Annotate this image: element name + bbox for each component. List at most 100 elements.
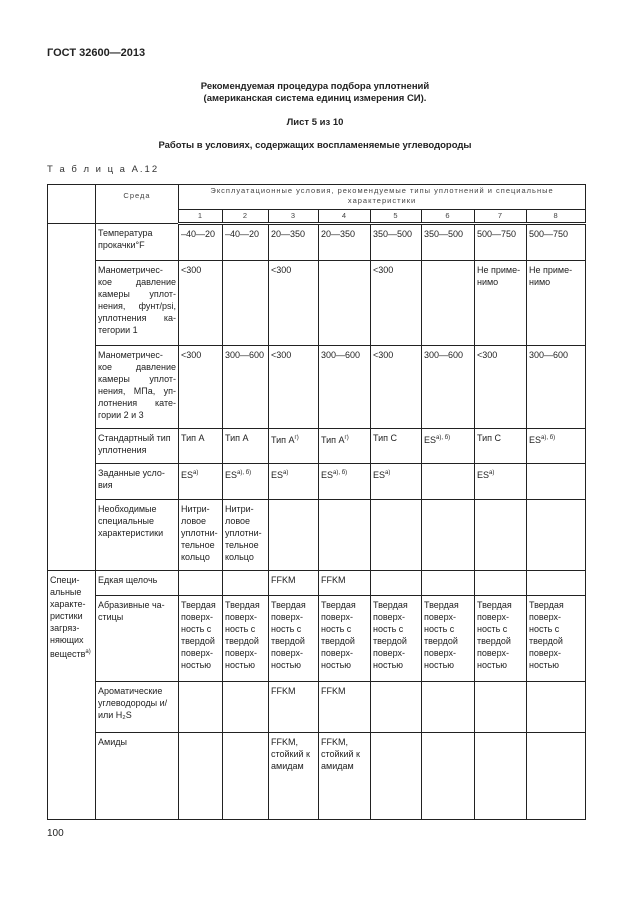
column-number: 3 [268,209,319,225]
table-cell: <300 [178,345,223,429]
table-cell [421,681,475,733]
medium-header: Среда [95,184,179,224]
row-label: Манометричес-кое давление камеры уплот-н… [95,260,179,346]
row-label: Амиды [95,732,179,820]
table-cell: Не приме-нимо [474,260,527,346]
table-cell: 300—600 [525,345,587,429]
table-row: Манометричес-кое давление камеры уплот-н… [48,260,587,346]
table-cell [222,732,269,820]
row-label: Абразивные ча-стицы [95,595,179,682]
table-cell: FFKM [318,570,371,596]
row-label: Стандартный тип уплотнения [95,428,179,464]
table-cell [421,570,475,596]
column-number: 4 [318,209,371,225]
table-cell: –40—20 [222,223,269,261]
column-number: 8 [525,209,587,225]
table-cell [268,499,319,571]
table-cell [178,681,223,733]
table-cell: FFKM [318,681,371,733]
table-cell: ESа) [370,463,422,500]
table-cell: ESа) [268,463,319,500]
table-row: Амиды FFKM, стойкий к амидам FFKM, стойкий… [48,732,587,820]
table-cell: <300 [370,260,422,346]
table-cell [474,732,527,820]
seal-selection-table: Среда Эксплуатационные условия, рекоменд… [47,184,587,820]
table-cell: Твердая поверх-ность с твердой поверх-но… [222,595,269,682]
table-cell: 20—350 [268,223,319,261]
row-label: Ароматические углеводороды и/или H₂S [95,681,179,733]
column-number: 5 [370,209,422,225]
table-cell: Твердая поверх-ность с твердой поверх-но… [421,595,475,682]
row-label: Заданные усло-вия [95,463,179,500]
table-cell [525,681,587,733]
subtitle: Работы в условиях, содержащих воспламеня… [158,140,472,151]
table-cell [421,499,475,571]
table-cell: <300 [268,260,319,346]
table-cell [370,681,422,733]
table-cell: Твердая поверх-ность с твердой поверх-но… [525,595,587,682]
table-cell [421,732,475,820]
table-row: Специ-альные характе-ристики загряз-няющ… [47,570,587,820]
title-line-2: (американская система единиц измерения С… [203,93,427,104]
table-cell: <300 [268,345,319,429]
empty-group-cell [47,223,96,571]
table-cell: Тип С [370,428,422,464]
table-row: Заданные усло-вия ESа) ESа), б) ESа) ESа), б… [48,463,587,500]
table-cell: <300 [474,345,527,429]
table-cell: 300—600 [318,345,371,429]
table-row: Температура прокачки°F –40—20 –40—20 20—350… [47,223,587,571]
row-label: Манометричес-кое давление камеры уплот-н… [95,345,179,429]
table-cell: ESа), б) [525,428,587,464]
title-line-1: Рекомендуемая процедура подбора уплотнен… [200,81,430,92]
table-cell [474,570,527,596]
table-cell [525,570,587,596]
table-row: Ароматические углеводороды и/или H₂S FFKM… [48,681,587,733]
table-cell: –40—20 [178,223,223,261]
table-cell: 300—600 [222,345,269,429]
table-row: Абразивные ча-стицы Твердая поверх-ность … [48,595,587,682]
table-cell [370,732,422,820]
column-number: 1 [178,209,223,225]
page-number: 100 [47,828,64,839]
table-cell [178,732,223,820]
table-cell: 350—500 [421,223,475,261]
empty-corner-cell [47,184,96,224]
table-cell: Твердая поверх-ность с твердой поверх-но… [318,595,371,682]
table-cell [525,463,587,500]
standard-header: ГОСТ 32600—2013 [47,47,146,59]
group-label-contaminants: Специ-альные характе-ристики загряз-няющ… [47,570,96,820]
table-cell: FFKM, стойкий к амидам [268,732,319,820]
table-row: Необходимые специальные характеристики Ни… [48,499,587,571]
table-cell [525,732,587,820]
table-cell: ESа), б) [421,428,475,464]
table-cell: <300 [178,260,223,346]
table-cell: Тип А [222,428,269,464]
table-cell: Нитри-ловое уплотни-тельное кольцо [222,499,269,571]
table-cell [525,499,587,571]
row-label: Необходимые специальные характеристики [95,499,179,571]
table-cell: ESа), б) [222,463,269,500]
column-number: 7 [474,209,527,225]
table-cell: ESа) [178,463,223,500]
column-number: 6 [421,209,475,225]
table-cell [222,260,269,346]
table-cell [370,499,422,571]
table-cell: <300 [370,345,422,429]
table-cell: Тип А [178,428,223,464]
table-cell: Тип Аг) [268,428,319,464]
table-cell: Нитри-ловое уплотни-тельное кольцо [178,499,223,571]
table-cell [178,570,223,596]
table-cell: Твердая поверх-ность с твердой поверх-но… [268,595,319,682]
row-label: Температура прокачки°F [95,223,179,261]
table-cell: 350—500 [370,223,422,261]
table-cell: ESа) [474,463,527,500]
table-cell: FFKM [268,681,319,733]
table-cell: 20—350 [318,223,371,261]
table-row: Стандартный тип уплотнения Тип А Тип А Тип … [48,428,587,464]
table-cell: Тип С [474,428,527,464]
table-cell: Твердая поверх-ность с твердой поверх-но… [474,595,527,682]
table-cell [370,570,422,596]
table-cell [474,499,527,571]
table-cell [318,260,371,346]
